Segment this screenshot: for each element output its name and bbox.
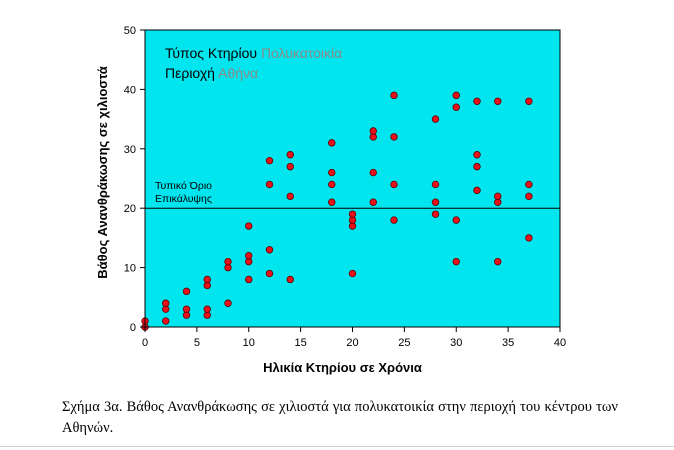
data-point — [224, 257, 232, 266]
x-axis-label: Ηλικία Κτηρίου σε Χρόνια — [263, 360, 422, 375]
legend-label: Περιοχή — [165, 65, 218, 81]
y-tick-label: 40 — [124, 84, 136, 96]
data-point — [431, 180, 440, 189]
data-point — [525, 234, 533, 242]
axes: 0 5 10 15 20 25 30 35 40 0 10 20 30 40 50 — [124, 25, 566, 349]
data-point — [452, 91, 460, 100]
data-point — [473, 186, 481, 195]
data-point — [162, 317, 170, 325]
data-point — [286, 275, 294, 284]
figure-caption: Σχήμα 3α. Βάθος Ανανθράκωσης σε χιλιοστά… — [62, 399, 618, 436]
data-point — [328, 198, 336, 206]
data-point — [431, 115, 440, 123]
data-point — [203, 275, 211, 284]
y-tick-label: 10 — [124, 263, 136, 275]
y-tick-label: 30 — [124, 144, 136, 156]
x-tick-label: 40 — [554, 337, 566, 349]
data-point — [473, 151, 481, 159]
data-point — [328, 139, 336, 147]
data-point — [265, 180, 274, 189]
x-tick-label: 5 — [194, 337, 200, 349]
y-tick-label: 0 — [130, 322, 136, 334]
data-point — [369, 127, 377, 135]
data-point — [452, 103, 460, 111]
data-point — [525, 192, 533, 201]
legend-label: Τύπος Κτηρίου — [165, 45, 261, 61]
legend-value: Αθήνα — [218, 65, 258, 81]
data-point — [390, 216, 398, 224]
data-point — [369, 198, 377, 206]
x-tick-label: 30 — [450, 337, 462, 349]
data-point — [390, 133, 398, 141]
data-point — [224, 299, 232, 307]
x-tick-label: 0 — [142, 337, 148, 349]
data-point — [494, 257, 502, 266]
data-point — [265, 246, 274, 254]
data-point — [328, 168, 336, 177]
data-point — [245, 252, 253, 260]
data-points — [141, 91, 533, 331]
data-point — [286, 192, 294, 201]
data-point — [348, 210, 357, 218]
data-point — [265, 156, 274, 165]
x-tick-label: 15 — [295, 337, 307, 349]
data-point — [286, 151, 294, 159]
x-tick-label: 25 — [398, 337, 410, 349]
data-point — [182, 305, 191, 313]
data-point — [473, 162, 481, 171]
x-tick-label: 10 — [243, 337, 255, 349]
y-tick-label: 50 — [124, 25, 136, 37]
data-point — [431, 198, 440, 206]
data-point — [286, 162, 294, 171]
data-point — [525, 180, 533, 189]
data-point — [162, 299, 170, 307]
x-tick-label: 20 — [346, 337, 358, 349]
data-point — [203, 305, 211, 313]
data-point — [525, 97, 533, 105]
data-point — [494, 97, 502, 105]
data-point — [390, 91, 398, 100]
data-point — [348, 269, 357, 278]
data-point — [265, 269, 274, 278]
y-axis-label: Βάθος Ανανθράκωσης σε χιλιοστά — [95, 66, 110, 279]
bottom-divider — [0, 446, 674, 447]
data-point — [245, 222, 253, 230]
data-point — [473, 97, 481, 105]
legend-value: Πολυκατοικία — [261, 45, 342, 61]
data-point — [369, 168, 377, 177]
data-point — [452, 216, 460, 224]
data-point — [245, 275, 253, 284]
data-point — [494, 192, 502, 201]
data-point — [452, 257, 460, 266]
y-tick-label: 20 — [124, 203, 136, 215]
x-tick-label: 35 — [502, 337, 514, 349]
reference-line-label: Τυπικό Όριο — [155, 180, 212, 192]
data-point — [390, 180, 398, 189]
legend-line: Τύπος Κτηρίου Πολυκατοικία — [165, 45, 342, 61]
legend-line: Περιοχή Αθήνα — [165, 65, 258, 81]
plot-area — [145, 30, 560, 327]
reference-line-label: Επικάλυψης — [155, 193, 212, 205]
data-point — [431, 210, 440, 218]
data-point — [328, 180, 336, 189]
data-point — [182, 287, 191, 296]
